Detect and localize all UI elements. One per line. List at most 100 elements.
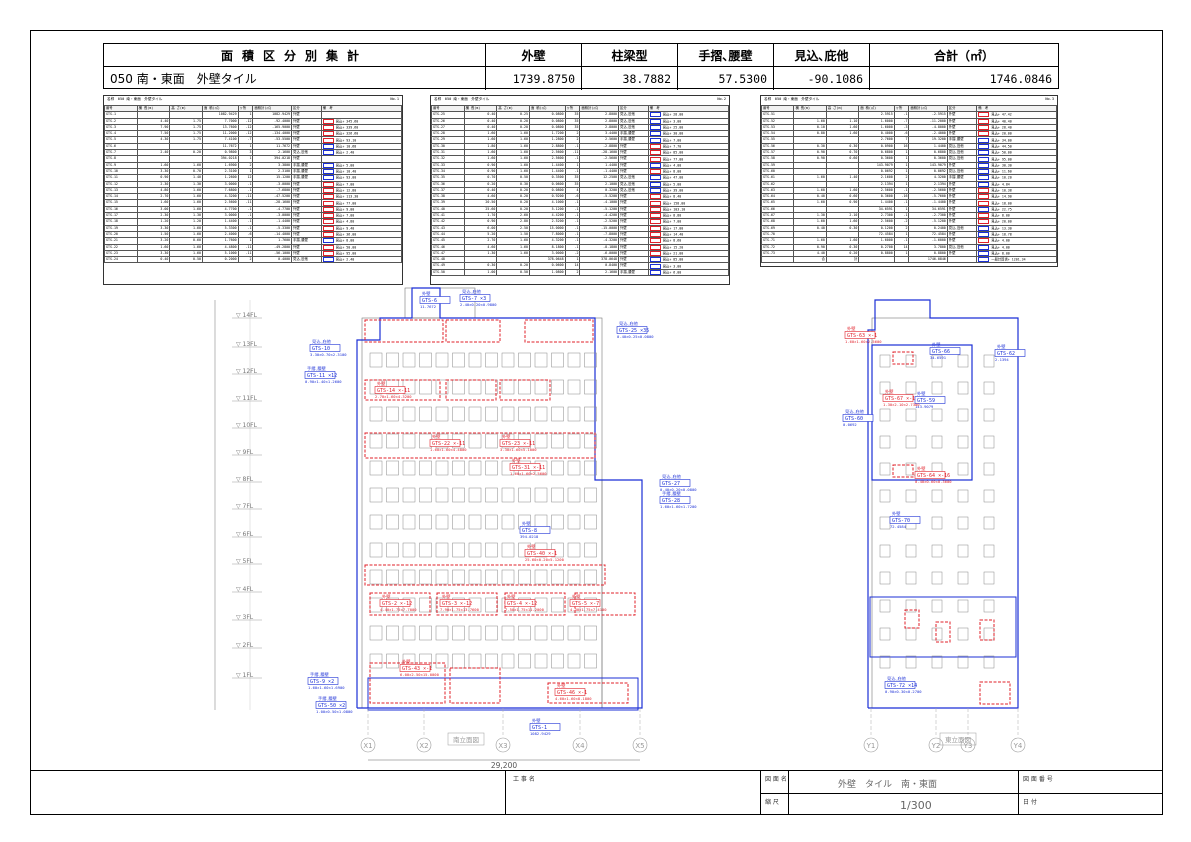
remark-text: 見込+ 18.00 [989, 201, 1012, 206]
tag-category: 外壁 [507, 593, 515, 600]
table-row: GTS-61 1.60 1.40 2.1600 2 4.3200 手摺､腰壁 見込+ 10.… [761, 174, 1057, 182]
axis-label: X1 [363, 742, 372, 750]
window [983, 462, 995, 476]
remark-text: 見込+ 18.78 [989, 232, 1012, 237]
window [957, 599, 969, 613]
window [485, 460, 498, 476]
tag-id: GTS-5 ×-7 [572, 601, 599, 607]
axis-bubble [1010, 737, 1026, 753]
remark-text: 見込+ 14.40 [660, 232, 684, 237]
window [386, 487, 399, 503]
tag-id: GTS-27 [662, 481, 680, 487]
legend-swatch [322, 188, 334, 193]
window [452, 487, 465, 503]
tag-category: 外壁 [997, 343, 1005, 350]
window [435, 625, 449, 641]
table-cell: GTS-24 [104, 256, 138, 264]
remark-text: 見込+ 4.84 [989, 182, 1010, 187]
tag-category: 外壁 [382, 593, 390, 600]
table-cell: 2.5915 [858, 111, 895, 119]
deduction-area [364, 432, 596, 459]
table-cell: -92.4000 [252, 117, 293, 125]
tag-dimension: 25.60×0.20×5.1200 [525, 557, 565, 562]
remark-text: 見込+ 14.90 [989, 194, 1012, 199]
table-cell: 一般計算書+ 1201.34 [976, 256, 1057, 264]
table-cell: 見込+ 85.00 [647, 256, 729, 264]
tag-box [616, 326, 648, 334]
drawing-name-label: 図 面 名 [765, 776, 787, 783]
table-cell [320, 111, 402, 119]
table-cell: 見込+ 3.00 [647, 262, 729, 270]
window [419, 542, 432, 558]
table-row: GTS-45 2.70 1.60 4.3200 -1 -4.3200 外壁 見込+ 8.60 [431, 237, 729, 245]
window [879, 408, 891, 422]
tag-box [844, 331, 876, 339]
window [501, 542, 515, 558]
window [501, 487, 515, 503]
window [551, 514, 564, 530]
table-cell: 378.0648 [528, 256, 566, 264]
floor-label: ▽ 3FL [236, 614, 254, 621]
window [983, 408, 995, 422]
legend-swatch [322, 226, 334, 231]
window [931, 516, 943, 530]
calc-table-caption: 名称 050 南・東面 外壁タイル [107, 97, 163, 101]
tag-box [315, 701, 347, 709]
remark-text: 見込+ 8.00 [660, 169, 682, 174]
calc-table-header-cell: 備 考 [647, 104, 729, 113]
window [501, 352, 515, 368]
window [452, 352, 465, 368]
window [983, 516, 995, 530]
window [386, 514, 399, 530]
window [983, 655, 995, 669]
legend-swatch [322, 119, 334, 124]
window [584, 433, 597, 449]
axis-label: X5 [635, 742, 644, 750]
window [983, 571, 995, 585]
tag-dimension: 394.0218 [520, 534, 539, 539]
remark-text: 見込+ 47.42 [989, 112, 1012, 117]
table-row: GTS-1 1082.9429 1 1082.9429 外壁 [104, 111, 402, 119]
remark-text: 見込+ 25.00 [660, 125, 684, 130]
remark-text: 見込+ 77.00 [333, 201, 357, 206]
legend-swatch [978, 182, 990, 187]
legend-swatch [649, 182, 661, 187]
window [931, 489, 943, 503]
window [452, 379, 465, 395]
table-row: GTS-20 1.50 1.60 2.4000 -6 -14.4000 外壁 見込+ 36.… [104, 230, 402, 239]
window [369, 569, 383, 585]
window [551, 406, 564, 422]
tag-id: GTS-40 ×-1 [527, 551, 557, 557]
remark-text: 見込+ 4.80 [333, 219, 355, 224]
remark-text: 見込+ 113.30 [333, 194, 359, 199]
window [567, 487, 581, 503]
window [983, 627, 995, 641]
window [468, 653, 482, 669]
area-summary-table: 面積区分別集計 外壁 柱梁型 手摺､腰壁 見込､庇他 合計（㎡） 050 南・東… [103, 43, 1059, 90]
table-cell: 1.75 [169, 117, 203, 125]
window [501, 379, 515, 395]
table-cell: 0.0600 [528, 262, 566, 270]
window [931, 655, 943, 669]
remark-text: 見込+ 3.00 [660, 264, 682, 269]
floor-label: ▽ 8FL [236, 476, 254, 483]
legend-swatch [322, 150, 334, 155]
window [983, 599, 995, 613]
table-row: GTS-53 0.10 1.60 1.6000 -3 -4.8000 外壁 見込+ 28.4… [761, 123, 1057, 132]
table-row: GTS-50 1.00 0.50 1.0800 2 2.1600 手摺､腰壁 見込+ 6.0… [431, 268, 729, 277]
tag-category: 見込､庇他 [662, 473, 682, 480]
deduction-area [892, 351, 914, 365]
table-cell: 0.40 [136, 256, 171, 264]
legend-swatch [322, 238, 334, 243]
legend-swatch [978, 201, 990, 206]
table-cell: 378.0648 [579, 256, 620, 264]
drawing-number-label: 図 面 番 号 [1023, 776, 1053, 783]
legend-swatch [649, 156, 661, 162]
window [983, 435, 995, 449]
window [452, 460, 465, 476]
window [551, 433, 564, 449]
